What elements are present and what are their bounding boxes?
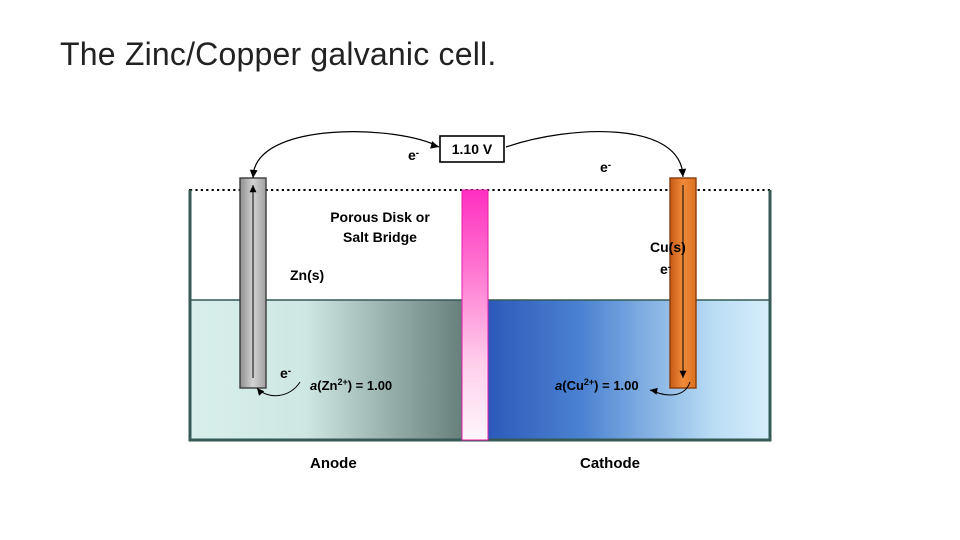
galvanic-cell-diagram: 1.10 Ve-e-e-e-Zn(s)Cu(s)Porous Disk orSa… bbox=[150, 130, 810, 490]
salt-bridge-label-2: Salt Bridge bbox=[343, 229, 417, 245]
cathode-activity: a(Cu2+) = 1.00 bbox=[555, 377, 639, 393]
anode-heading: Anode bbox=[310, 455, 357, 472]
salt-bridge-label-1: Porous Disk or bbox=[330, 209, 430, 225]
zn-label: Zn(s) bbox=[290, 267, 324, 283]
cathode-heading: Cathode bbox=[580, 455, 640, 472]
electron-label-2: e- bbox=[600, 159, 611, 175]
electron-label-1: e- bbox=[408, 147, 419, 163]
voltmeter-reading: 1.10 V bbox=[452, 141, 493, 157]
cu-label: Cu(s) bbox=[650, 239, 686, 255]
wire-right bbox=[506, 132, 683, 177]
page-title: The Zinc/Copper galvanic cell. bbox=[60, 36, 496, 73]
anode-solution bbox=[190, 300, 480, 440]
salt-bridge bbox=[462, 190, 488, 440]
anode-activity: a(Zn2+) = 1.00 bbox=[310, 377, 392, 393]
cathode-solution bbox=[480, 300, 770, 440]
